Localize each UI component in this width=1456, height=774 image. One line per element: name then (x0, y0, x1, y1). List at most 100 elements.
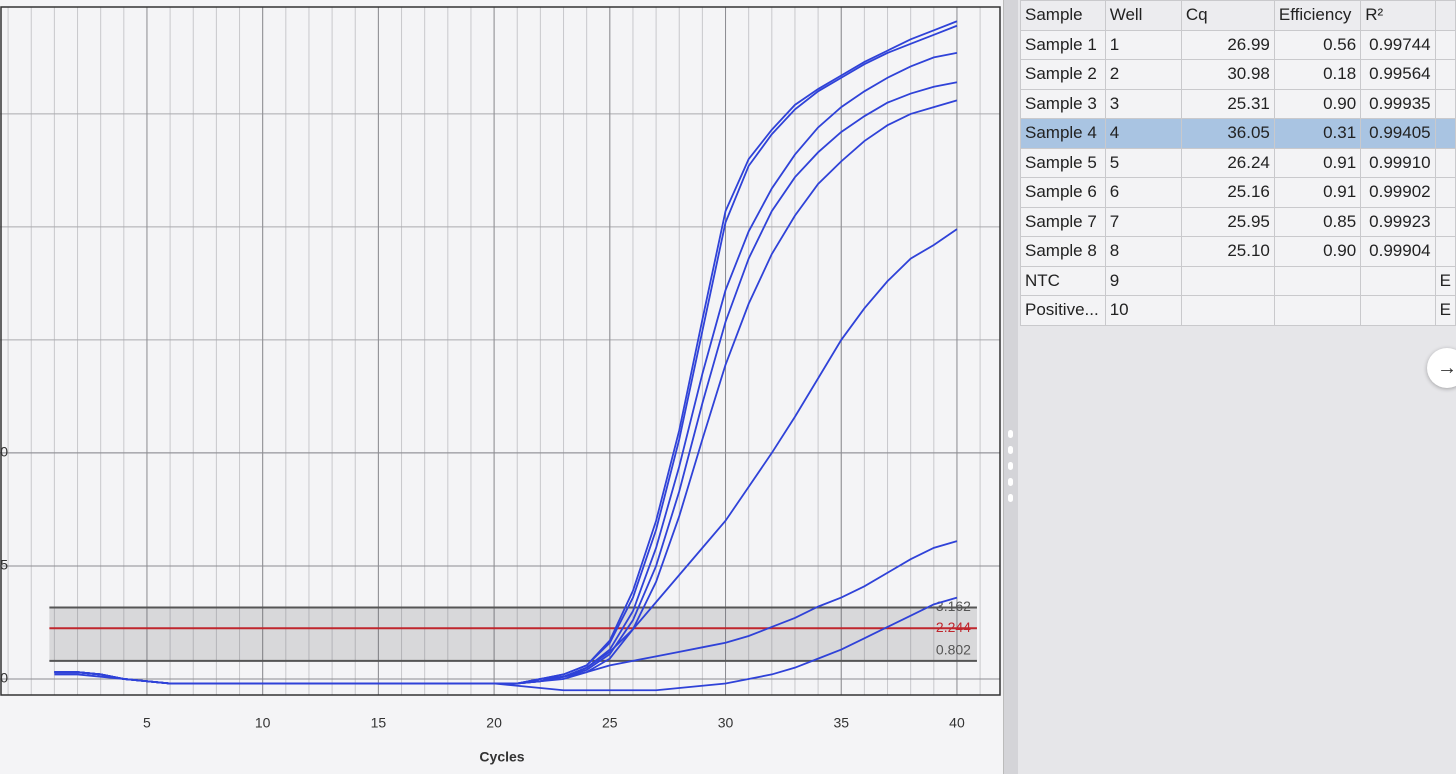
table-row[interactable]: NTC 9 E (1020, 265, 1456, 296)
y-tick-label: 5 (0, 557, 8, 573)
cell: Sample 5 (1020, 147, 1106, 178)
table-row[interactable]: Positive... 10 E (1020, 295, 1456, 326)
cell: 0.99405 (1360, 118, 1436, 149)
x-tick-label: 5 (143, 715, 151, 731)
cell: 30.98 (1180, 59, 1275, 90)
splitter[interactable] (1003, 0, 1019, 774)
cell: 3 (1104, 88, 1182, 119)
cell: 25.95 (1180, 206, 1275, 237)
results-table: Sample Well Cq Efficiency R² Sample 1 1 26.99 0.… (1020, 0, 1456, 326)
grip (1008, 462, 1013, 470)
cell (1273, 265, 1362, 296)
y-tick-label: 0 (0, 670, 8, 686)
y-tick-label: 10 (0, 444, 8, 460)
cell (1434, 147, 1456, 178)
cell: Sample 2 (1020, 59, 1106, 90)
cell: Sample 4 (1020, 118, 1106, 149)
cell (1434, 177, 1456, 208)
table-row[interactable]: Sample 8 8 25.10 0.90 0.99904 (1020, 236, 1456, 267)
x-tick-label: 35 (833, 715, 849, 731)
cell: 0.99910 (1360, 147, 1436, 178)
threshold-band (49, 607, 977, 661)
cell (1180, 295, 1275, 326)
cell: 26.24 (1180, 147, 1275, 178)
threshold-label: 3.162 (936, 598, 971, 614)
column-header: Cq (1180, 0, 1275, 31)
cell: 0.99564 (1360, 59, 1436, 90)
cell: 1 (1104, 29, 1182, 60)
cell: 0.91 (1273, 147, 1362, 178)
amplification-curve (54, 596, 958, 692)
cell (1434, 118, 1456, 149)
cell: NTC (1020, 265, 1106, 296)
cell: 0.18 (1273, 59, 1362, 90)
cell: Sample 8 (1020, 236, 1106, 267)
cell: 8 (1104, 236, 1182, 267)
cell: 0.99902 (1360, 177, 1436, 208)
cell: 0.99904 (1360, 236, 1436, 267)
cell: 5 (1104, 147, 1182, 178)
cell: 36.05 (1180, 118, 1275, 149)
cell (1434, 206, 1456, 237)
cell (1273, 295, 1362, 326)
cell (1434, 236, 1456, 267)
cell: 0.90 (1273, 88, 1362, 119)
cell (1180, 265, 1275, 296)
table-row[interactable]: Sample 5 5 26.24 0.91 0.99910 (1020, 147, 1456, 178)
cell: 0.31 (1273, 118, 1362, 149)
header-row: Sample Well Cq Efficiency R² (1020, 0, 1456, 31)
chart-background (0, 0, 1003, 774)
threshold-label: 0.802 (936, 642, 971, 658)
cell (1434, 59, 1456, 90)
column-header (1434, 0, 1456, 31)
cell: 2 (1104, 59, 1182, 90)
x-tick-label: 10 (255, 715, 271, 731)
grip (1008, 494, 1013, 502)
cell: 4 (1104, 118, 1182, 149)
grip (1008, 430, 1013, 438)
cell: E (1434, 295, 1456, 326)
cell (1360, 295, 1436, 326)
table-row[interactable]: Sample 7 7 25.95 0.85 0.99923 (1020, 206, 1456, 237)
cell: Sample 6 (1020, 177, 1106, 208)
column-header: Well (1104, 0, 1182, 31)
cell (1434, 88, 1456, 119)
table-row[interactable]: Sample 3 3 25.31 0.90 0.99935 (1020, 88, 1456, 119)
cell: 0.99935 (1360, 88, 1436, 119)
cell: 0.91 (1273, 177, 1362, 208)
threshold-label: 2.244 (936, 619, 971, 635)
cell: 0.85 (1273, 206, 1362, 237)
cell: Sample 3 (1020, 88, 1106, 119)
grip (1008, 478, 1013, 486)
results-panel: Sample Well Cq Efficiency R² Sample 1 1 26.99 0.… (1018, 0, 1456, 774)
cell: Sample 7 (1020, 206, 1106, 237)
x-axis-label: Cycles (479, 749, 524, 765)
table-row[interactable]: Sample 2 2 30.98 0.18 0.99564 (1020, 59, 1456, 90)
cell: 0.99744 (1360, 29, 1436, 60)
cell: 26.99 (1180, 29, 1275, 60)
cell: 25.31 (1180, 88, 1275, 119)
cell: E (1434, 265, 1456, 296)
x-tick-label: 25 (602, 715, 618, 731)
x-tick-label: 40 (949, 715, 965, 731)
cell: Sample 1 (1020, 29, 1106, 60)
cell: Positive... (1020, 295, 1106, 326)
plot-frame (0, 6, 1001, 696)
column-header: R² (1360, 0, 1436, 31)
cell (1434, 29, 1456, 60)
cell: 25.10 (1180, 236, 1275, 267)
table-row[interactable]: Sample 6 6 25.16 0.91 0.99902 (1020, 177, 1456, 208)
next-button[interactable]: → (1427, 348, 1456, 388)
x-tick-label: 30 (718, 715, 734, 731)
cell: 0.90 (1273, 236, 1362, 267)
x-tick-label: 15 (371, 715, 387, 731)
cell: 0.99923 (1360, 206, 1436, 237)
cell: 25.16 (1180, 177, 1275, 208)
table-row[interactable]: Sample 4 4 36.05 0.31 0.99405 (1020, 118, 1456, 149)
cell: 7 (1104, 206, 1182, 237)
cell (1360, 265, 1436, 296)
column-header: Efficiency (1273, 0, 1362, 31)
table-row[interactable]: Sample 1 1 26.99 0.56 0.99744 (1020, 29, 1456, 60)
column-header: Sample (1020, 0, 1106, 31)
